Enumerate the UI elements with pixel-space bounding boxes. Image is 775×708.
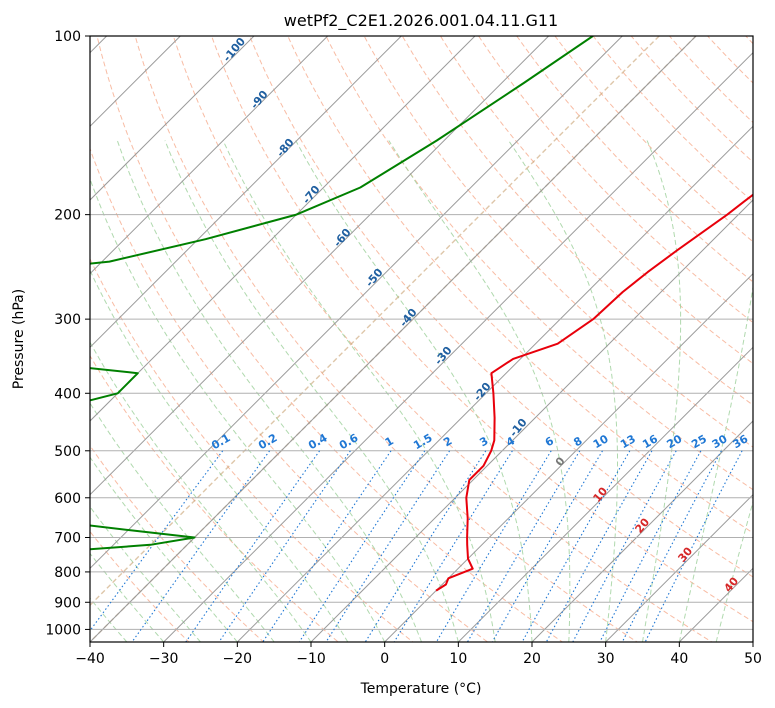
- dry-adiabat: [90, 354, 340, 642]
- mixing-ratio-line: [90, 450, 224, 632]
- y-axis-title: Pressure (hPa): [11, 289, 27, 389]
- x-tick-label: −20: [223, 651, 253, 667]
- isotherm-line: [163, 51, 753, 642]
- y-tick-label: 500: [54, 444, 81, 460]
- isotherm-line: [384, 272, 753, 642]
- mixing-ratio-line: [572, 450, 677, 642]
- dry-adiabat: [90, 530, 190, 642]
- sounding-series: [90, 36, 753, 592]
- x-tick-label: 50: [744, 651, 762, 667]
- y-tick-label: 900: [54, 595, 81, 611]
- dry-adiabat: [249, 36, 753, 578]
- chart-title: wetPf2_C2E1.2026.001.04.11.G11: [284, 11, 558, 31]
- x-tick-label: −40: [75, 651, 105, 667]
- isotherm-line: [90, 36, 255, 201]
- mixing-ratio-line: [491, 450, 603, 642]
- y-axis-ticks: 100 200 300 400 500 600 700 800 900 1000: [45, 29, 90, 638]
- plot-area: 0.1 0.2 0.4 0.6 1 1.5 2 3 4 6 8 10 13 16 20 25 30 36 -100…: [90, 36, 753, 642]
- dry-adiabat: [516, 36, 753, 283]
- mixing-ratio-line: [185, 450, 321, 642]
- isotherm-line: [90, 36, 476, 422]
- mixing-ratio-line: [599, 450, 702, 642]
- dry-adiabat: [90, 257, 414, 642]
- mixing-ratio-line: [435, 450, 552, 642]
- x-tick-label: 40: [670, 651, 688, 667]
- dry-adiabat: [325, 36, 753, 491]
- x-tick-label: 30: [597, 651, 615, 667]
- x-axis-ticks: −40 −30 −20 −10 0 10 20 30 40 50: [75, 642, 762, 667]
- dry-adiabat: [478, 36, 753, 324]
- dewpoint-line: [90, 36, 594, 551]
- plot-frame: [89, 35, 754, 643]
- dry-adiabats: [90, 36, 753, 642]
- dry-adiabat: [211, 36, 753, 623]
- x-axis-title: Temperature (°C): [360, 681, 482, 697]
- dry-adiabat: [90, 147, 489, 642]
- y-tick-label: 200: [54, 208, 81, 224]
- mixing-ratio-line: [325, 450, 451, 642]
- mixing-ratio-line: [262, 450, 392, 642]
- isotherm-line: [605, 493, 753, 642]
- isotherm-line: [531, 420, 753, 642]
- dry-adiabat: [363, 36, 753, 448]
- x-tick-label: −30: [149, 651, 179, 667]
- mixing-ratio-line: [466, 450, 581, 642]
- x-tick-label: −10: [296, 651, 326, 667]
- isotherm-line: [457, 346, 753, 642]
- y-tick-label: 100: [54, 29, 81, 45]
- y-tick-label: 400: [54, 386, 81, 402]
- dry-adiabat: [592, 36, 753, 203]
- isotherm-line: [90, 36, 550, 496]
- pressure-gridlines: [90, 36, 753, 630]
- y-tick-label: 800: [54, 565, 81, 581]
- temperature-line: [435, 193, 753, 592]
- mixing-ratio-line: [644, 450, 743, 642]
- dry-adiabat: [96, 36, 564, 642]
- x-tick-label: 10: [449, 651, 467, 667]
- y-tick-label: 1000: [45, 622, 81, 638]
- isotherm-line: [236, 125, 753, 642]
- y-tick-label: 700: [54, 531, 81, 547]
- saturation-line: [90, 36, 660, 607]
- dry-adiabat: [630, 36, 753, 163]
- isotherm-line: [90, 36, 623, 570]
- y-tick-label: 600: [54, 491, 81, 507]
- mixing-ratio-line: [521, 450, 631, 642]
- mixing-ratio-line: [545, 450, 653, 642]
- isotherm-line: [90, 36, 402, 349]
- isotherm-line: [90, 36, 329, 275]
- dry-adiabat: [287, 36, 753, 534]
- isotherm-line: [310, 199, 753, 642]
- dry-adiabat: [401, 36, 753, 406]
- mixing-ratio-line: [298, 450, 426, 642]
- mixing-ratio-line: [621, 450, 722, 642]
- y-tick-label: 300: [54, 312, 81, 328]
- x-tick-label: 20: [523, 651, 541, 667]
- isotherms: [90, 36, 753, 642]
- x-tick-label: 0: [380, 651, 389, 667]
- isotherm-line: [90, 36, 697, 642]
